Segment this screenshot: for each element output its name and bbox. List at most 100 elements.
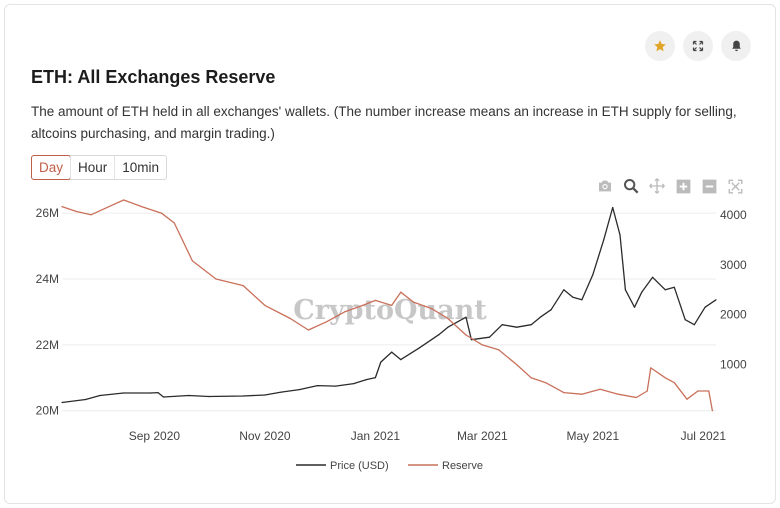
- reserve-data-point: [191, 260, 193, 262]
- price-data-point: [316, 385, 318, 387]
- price-data-point: [157, 392, 159, 394]
- price-data-point: [242, 395, 244, 397]
- legend-price-label[interactable]: Price (USD): [330, 460, 389, 472]
- price-data-point: [123, 392, 125, 394]
- reserve-data-point: [686, 398, 688, 400]
- y-left-tick-label: 20M: [36, 404, 59, 418]
- y-right-tick-label: 2000: [720, 308, 747, 322]
- alert-button[interactable]: [721, 31, 751, 61]
- expand-icon: [692, 40, 704, 52]
- price-data-point: [400, 359, 402, 361]
- price-data-point: [488, 336, 491, 338]
- zoom-button[interactable]: [622, 177, 640, 195]
- price-data-point: [612, 206, 614, 209]
- price-data-point: [550, 309, 552, 311]
- price-data-point: [664, 289, 666, 291]
- price-data-point: [61, 401, 63, 404]
- price-data-point: [380, 361, 382, 363]
- star-icon: [654, 40, 666, 52]
- tab-hour[interactable]: Hour: [70, 156, 114, 179]
- reserve-data-point: [344, 311, 346, 313]
- reserve-data-point: [617, 393, 619, 395]
- reserve-data-point: [431, 308, 433, 310]
- reserve-data-point: [412, 301, 415, 303]
- x-tick-label: Mar 2021: [457, 429, 508, 443]
- zoom-in-button[interactable]: [674, 177, 692, 195]
- price-data-point: [619, 234, 621, 236]
- tab-day[interactable]: Day: [31, 155, 72, 180]
- price-data-point: [208, 395, 210, 398]
- price-data-point: [150, 392, 152, 394]
- reserve-data-point: [646, 390, 648, 392]
- reserve-data-point: [447, 317, 449, 320]
- y-right-tick-label: 4000: [720, 208, 747, 222]
- reserve-data-point: [141, 206, 143, 208]
- price-data-point: [264, 394, 266, 396]
- x-tick-label: Jan 2021: [351, 429, 401, 443]
- zoom-out-button[interactable]: [700, 177, 718, 195]
- y-left-tick-label: 22M: [36, 338, 59, 352]
- camera-icon: [599, 180, 611, 192]
- price-data-point: [572, 296, 574, 298]
- chart-description: The amount of ETH held in all exchanges'…: [31, 104, 737, 141]
- chart-lines: [61, 199, 717, 412]
- price-data-point: [280, 391, 282, 393]
- reserve-data-point: [75, 210, 78, 213]
- reserve-data-point: [400, 291, 402, 293]
- reserve-data-point: [242, 285, 244, 287]
- fullscreen-button[interactable]: [683, 31, 713, 61]
- y-right-tick-label: 1000: [720, 358, 747, 372]
- reserve-data-point: [516, 364, 518, 366]
- reserve-data-point: [173, 222, 175, 224]
- reserve-data-point: [104, 207, 107, 209]
- chart-legend[interactable]: Price (USD) Reserve: [296, 460, 483, 472]
- reserve-data-point: [581, 393, 583, 395]
- y-left-tick-label: 26M: [36, 206, 59, 220]
- chart-title: ETH: All Exchanges Reserve: [31, 67, 276, 87]
- price-data-point: [465, 316, 467, 318]
- reserve-data-point: [123, 199, 125, 201]
- price-data-point: [391, 351, 393, 353]
- price-data-point: [298, 389, 300, 391]
- price-data-point: [673, 286, 675, 288]
- legend-reserve-label[interactable]: Reserve: [442, 460, 483, 472]
- price-data-point: [684, 319, 686, 321]
- pan-button[interactable]: [648, 177, 666, 195]
- price-data-point: [592, 274, 594, 276]
- zoom-in-icon: [676, 179, 690, 193]
- chart-toolbar: [596, 177, 744, 195]
- reserve-price-chart[interactable]: CryptoQuant 20M 22M 24M 26M 1000 2000 3000 4000…: [0, 190, 780, 490]
- interval-tabs: Day Hour 10min: [31, 155, 168, 180]
- x-tick-label: Sep 2020: [129, 429, 181, 443]
- favorite-button[interactable]: [645, 31, 675, 61]
- download-plot-button[interactable]: [596, 177, 614, 195]
- price-data-point: [501, 324, 503, 326]
- price-data-point: [530, 324, 532, 326]
- price-data-point: [516, 326, 518, 328]
- price-data-point: [715, 299, 717, 301]
- reserve-data-point: [161, 212, 163, 214]
- autoscale-icon: [728, 179, 742, 193]
- price-data-point: [447, 326, 449, 328]
- reserve-data-point: [264, 304, 266, 306]
- pan-icon: [649, 178, 665, 194]
- reserve-data-point: [90, 214, 92, 216]
- reserve-data-point: [599, 388, 601, 390]
- price-data-point: [162, 396, 165, 398]
- price-data-point: [581, 299, 583, 301]
- reserve-data-point: [61, 206, 63, 208]
- reserve-data-point: [650, 367, 652, 369]
- reserve-data-point: [215, 278, 217, 280]
- price-data-point: [693, 324, 695, 326]
- reserve-data-point: [635, 396, 637, 399]
- reserve-data-point: [664, 377, 666, 379]
- reserve-data-point: [697, 390, 699, 392]
- chart-grid: [62, 212, 716, 412]
- reserve-data-point: [481, 344, 483, 346]
- x-tick-label: May 2021: [566, 429, 619, 443]
- reserve-data-point: [708, 390, 710, 392]
- autoscale-button[interactable]: [726, 177, 744, 195]
- tab-10min[interactable]: 10min: [114, 156, 166, 179]
- price-data-point: [85, 398, 87, 401]
- reserve-data-point: [545, 382, 547, 384]
